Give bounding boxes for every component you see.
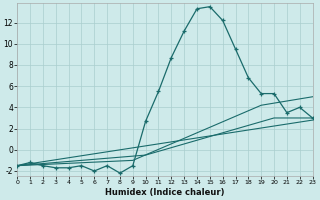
- X-axis label: Humidex (Indice chaleur): Humidex (Indice chaleur): [105, 188, 225, 197]
